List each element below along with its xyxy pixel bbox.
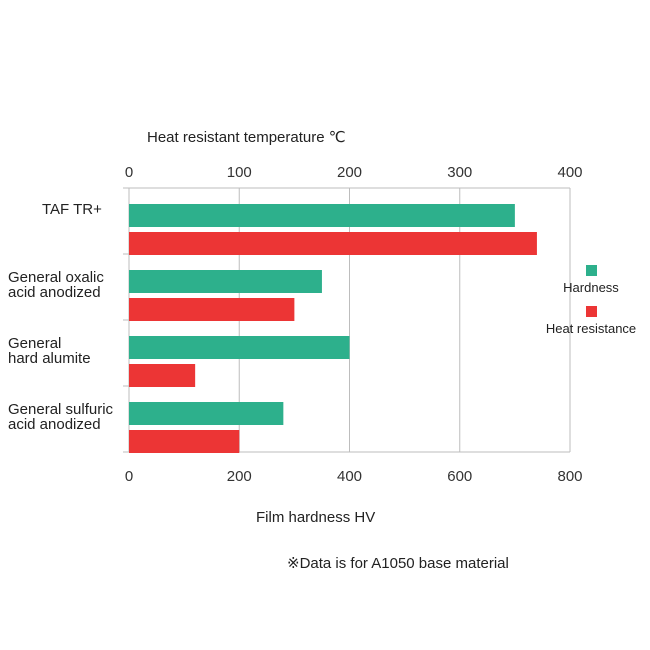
bar-hardness (129, 270, 322, 293)
category-label-line: General sulfuric (8, 401, 114, 418)
category-label: General oxalic acid anodized (8, 270, 104, 300)
bar-heat-resistance (129, 364, 196, 387)
bar-heat-resistance (129, 430, 240, 453)
bar-heat-resistance (129, 232, 537, 255)
top-axis-tick-label: 300 (447, 164, 472, 181)
category-label-line: hard alumite (8, 350, 91, 367)
category-label: General sulfuric acid anodized (8, 402, 113, 432)
legend-swatch (585, 265, 597, 276)
top-axis-title: Heat resistant temperature ℃ (147, 129, 346, 146)
bar-hardness (129, 204, 515, 227)
category-label: TAF TR+ (42, 202, 102, 217)
bottom-axis-tick-label: 800 (557, 468, 582, 485)
bar-hardness (129, 402, 284, 425)
top-axis-tick-label: 100 (227, 164, 252, 181)
bar-hardness (129, 336, 350, 359)
legend-item: Heat resistance (531, 306, 650, 336)
legend-label: Heat resistance (545, 321, 637, 336)
category-label-line: acid anodized (8, 416, 101, 433)
bottom-axis-title: Film hardness HV (256, 509, 376, 526)
footnote: ※Data is for A1050 base material (287, 555, 509, 572)
legend-swatch (585, 306, 597, 317)
bottom-axis-tick-label: 600 (447, 468, 472, 485)
category-label-line: acid anodized (8, 284, 101, 301)
legend-label: Hardness (563, 280, 619, 295)
category-label-line: General oxalic (8, 269, 104, 286)
bottom-axis-tick-label: 0 (125, 468, 133, 485)
category-label-line: TAF TR+ (42, 200, 102, 218)
category-label-line: General (8, 335, 62, 352)
legend-item: Hardness (531, 265, 650, 295)
top-axis-tick-label: 200 (337, 164, 362, 181)
bottom-axis-tick-label: 400 (337, 468, 362, 485)
category-label: General hard alumite (8, 336, 91, 366)
bar-heat-resistance (129, 298, 295, 321)
top-axis-tick-label: 400 (557, 164, 582, 181)
bottom-axis-tick-label: 200 (227, 468, 252, 485)
top-axis-tick-label: 0 (125, 164, 133, 181)
